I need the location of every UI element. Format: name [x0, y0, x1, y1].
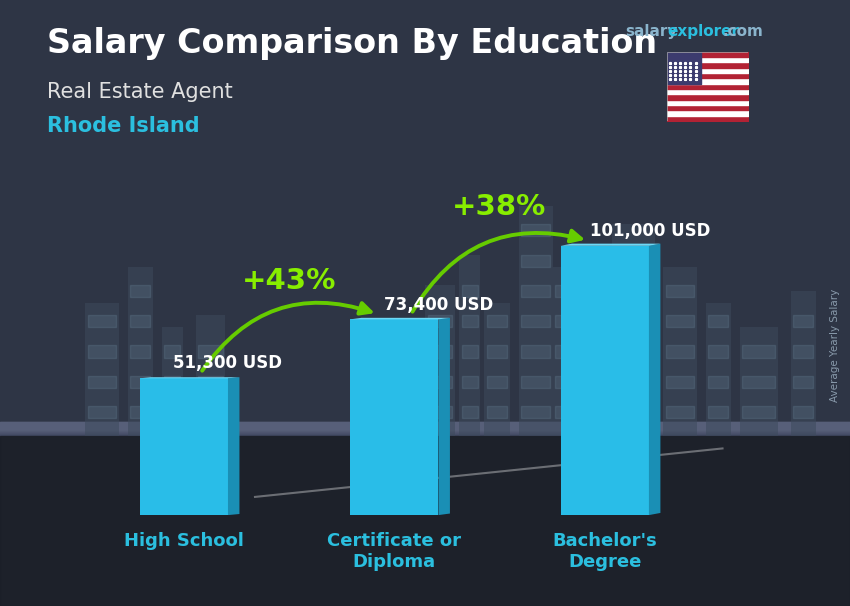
Polygon shape	[139, 377, 240, 378]
Bar	[663, 267, 697, 436]
Bar	[350, 319, 439, 515]
Text: Real Estate Agent: Real Estate Agent	[47, 82, 233, 102]
Bar	[128, 267, 153, 436]
Text: 51,300 USD: 51,300 USD	[173, 355, 282, 373]
Polygon shape	[350, 318, 450, 319]
Bar	[560, 246, 649, 515]
Text: Rhode Island: Rhode Island	[47, 116, 200, 136]
Bar	[162, 327, 183, 436]
Bar	[196, 315, 225, 436]
Bar	[740, 327, 778, 436]
Bar	[85, 303, 119, 436]
Polygon shape	[439, 318, 450, 515]
Text: Average Yearly Salary: Average Yearly Salary	[830, 289, 840, 402]
Bar	[578, 315, 608, 436]
Bar	[706, 303, 731, 436]
Bar	[139, 378, 228, 515]
Bar	[425, 285, 455, 436]
Bar	[552, 267, 574, 436]
Text: +38%: +38%	[452, 193, 547, 221]
Bar	[459, 255, 480, 436]
Text: 101,000 USD: 101,000 USD	[590, 222, 711, 240]
Polygon shape	[228, 377, 240, 515]
FancyArrowPatch shape	[412, 231, 581, 311]
Polygon shape	[649, 244, 660, 515]
FancyArrowPatch shape	[202, 303, 371, 371]
Bar	[790, 291, 816, 436]
Text: .com: .com	[722, 24, 763, 39]
Bar	[612, 224, 654, 436]
Text: 73,400 USD: 73,400 USD	[383, 296, 493, 313]
Text: +43%: +43%	[241, 267, 337, 295]
Text: salary: salary	[625, 24, 677, 39]
Polygon shape	[560, 244, 660, 246]
Bar	[518, 206, 552, 436]
Text: Salary Comparison By Education: Salary Comparison By Education	[47, 27, 657, 60]
Text: explorer: explorer	[667, 24, 740, 39]
Bar	[484, 303, 510, 436]
